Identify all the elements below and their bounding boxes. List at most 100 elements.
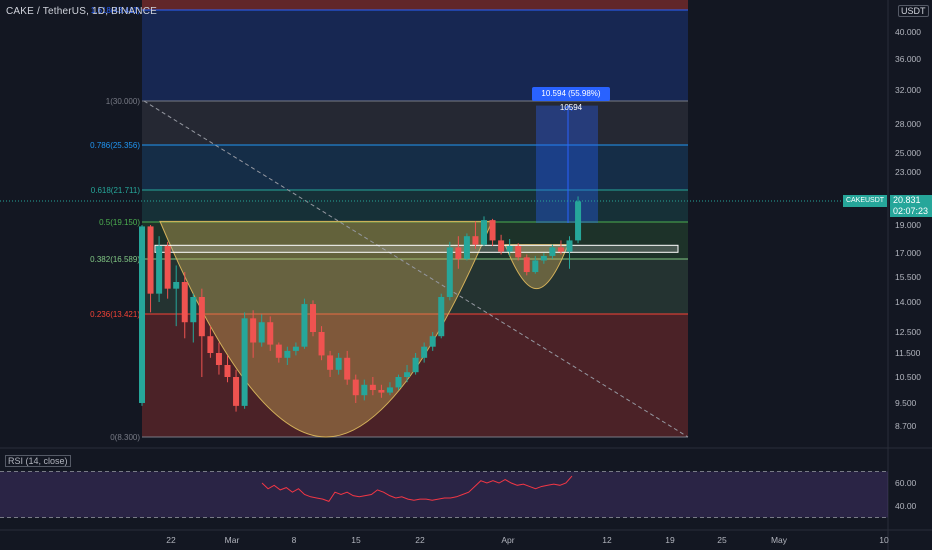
candle-body [540, 255, 547, 261]
rsi-axis-label: 60.00 [895, 478, 917, 488]
dashed-trend-line [143, 100, 689, 438]
candle-body [267, 322, 274, 345]
candle-body [207, 336, 214, 353]
candle-body [190, 297, 197, 323]
price-axis-label: 36.000 [895, 54, 921, 64]
time-axis[interactable]: 22 Mar 8 15 22 Apr 12 19 25 May 10 [0, 529, 932, 545]
fib-zone [142, 101, 688, 145]
price-axis-label: 11.500 [895, 348, 921, 358]
time-axis-label: 22 [415, 535, 425, 545]
time-axis-label: 8 [292, 535, 297, 545]
candle-body [173, 282, 180, 289]
candle-body [446, 247, 453, 297]
time-axis-label: May [771, 535, 788, 545]
candle-body [139, 226, 145, 403]
countdown-timer: 02:07:23 [893, 206, 929, 216]
fib-zone [142, 10, 688, 101]
selection-rectangle[interactable] [154, 244, 679, 253]
fib-level-label: 1(30.000) [106, 97, 141, 106]
price-axis-label: 9.500 [895, 398, 917, 408]
fib-zone [142, 222, 688, 259]
time-axis-label: Apr [501, 535, 514, 545]
candle-body [156, 246, 163, 294]
candle-body [335, 357, 342, 370]
trend-line[interactable] [143, 100, 689, 438]
fibonacci-retracement[interactable]: 1.618(43.411) 1(30.000) 0.786(25.356) 0.618… [90, 0, 688, 442]
fib-level-label: 0.5(19.150) [99, 218, 140, 227]
currency-badge[interactable]: USDT [898, 5, 929, 17]
candle-body [224, 365, 231, 377]
candle-body [250, 318, 257, 343]
rsi-title[interactable]: RSI (14, close) [5, 455, 71, 467]
candle-body [429, 336, 436, 347]
price-axis-label: 15.500 [895, 272, 921, 282]
candle-body [557, 247, 564, 252]
symbol-price-label: CAKEUSDT [843, 195, 887, 207]
candle-body [523, 257, 530, 273]
time-axis-label: 10 [879, 535, 889, 545]
symbol-title[interactable]: CAKE / TetherUS, 1D, BINANCE [6, 6, 158, 17]
fib-zone [142, 314, 688, 437]
time-axis-label: 15 [351, 535, 361, 545]
candle-body [463, 236, 470, 259]
fib-level-label: 1.618(43.411) [91, 6, 141, 15]
rsi-line [261, 475, 573, 503]
fib-level-label: 0(8.300) [110, 433, 140, 442]
candle-body [549, 247, 556, 256]
candle-body [455, 247, 462, 259]
candle-body [233, 377, 240, 406]
candles [139, 196, 582, 412]
rsi-band [0, 471, 888, 518]
candle-body [292, 346, 299, 351]
candle-body [395, 377, 402, 388]
candle-body [515, 246, 522, 258]
candle-body [258, 322, 265, 343]
candle-body [241, 318, 248, 406]
candle-body [215, 353, 222, 365]
fib-zone [142, 145, 688, 190]
time-axis-label: 25 [717, 535, 727, 545]
current-price-value: 20.831 [893, 195, 921, 205]
candle-body [318, 332, 325, 356]
fib-level-label: 0.236(13.421) [90, 310, 140, 319]
candle-body [472, 236, 479, 245]
price-axis-label: 32.000 [895, 85, 921, 95]
projection-label: 10.594 (55.98%) 10594 [532, 87, 610, 112]
price-axis-label: 8.700 [895, 421, 917, 431]
fib-level-label: 0.786(25.356) [90, 141, 140, 150]
price-axis[interactable]: 40.000 36.000 32.000 28.000 25.000 23.000 19.0… [887, 0, 932, 550]
fib-zone-top [142, 0, 688, 10]
price-projection[interactable] [0, 104, 888, 223]
candle-body [489, 220, 496, 241]
range-box [154, 244, 679, 253]
candle-body [198, 297, 205, 337]
candle-body [284, 350, 291, 358]
projection-box [536, 105, 598, 223]
time-axis-label: 19 [665, 535, 675, 545]
candle-body [344, 357, 351, 380]
candle-body [506, 246, 513, 252]
price-axis-label: 19.000 [895, 220, 921, 230]
candle-body [378, 390, 385, 393]
rsi-pane[interactable]: 60.00 40.00 [0, 447, 932, 518]
candle-body [181, 282, 188, 323]
fib-level-label: 0.382(16.589) [90, 255, 140, 264]
candle-body [438, 297, 445, 337]
candle-body [421, 346, 428, 358]
price-axis-label: 40.000 [895, 27, 921, 37]
candle-body [575, 201, 582, 241]
projection-arrow-head [563, 104, 573, 111]
candle-body [481, 220, 487, 245]
fib-zone [142, 190, 688, 222]
time-axis-label: Mar [225, 535, 240, 545]
price-axis-label: 14.000 [895, 297, 921, 307]
candle-body [164, 246, 171, 289]
candle-body [369, 384, 376, 390]
price-axis-label: 12.500 [895, 327, 921, 337]
candle-body [566, 240, 573, 252]
candle-body [147, 226, 154, 294]
candle-body [412, 357, 419, 373]
rsi-axis-label: 40.00 [895, 501, 917, 511]
candle-body [275, 344, 282, 358]
